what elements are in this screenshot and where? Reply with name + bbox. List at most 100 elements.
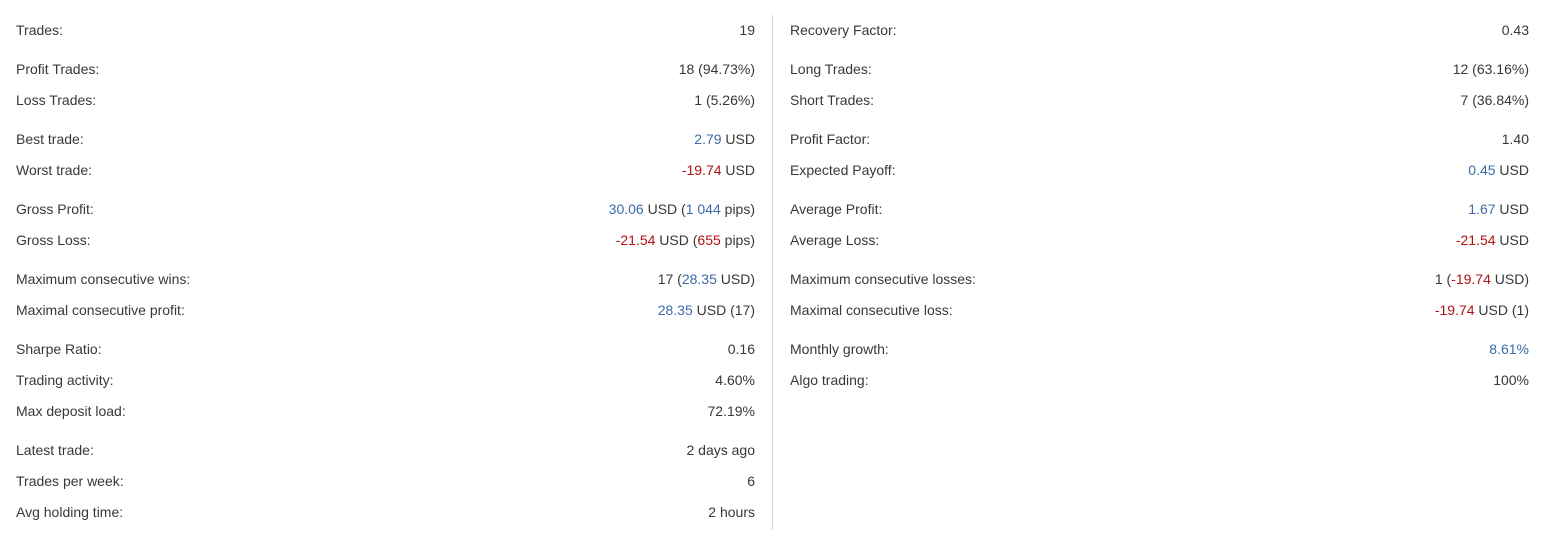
stat-row-avg-holding-time: Avg holding time: 2 hours bbox=[16, 497, 755, 528]
stat-value: 6 bbox=[747, 466, 755, 497]
stat-label: Short Trades: bbox=[790, 92, 875, 108]
stat-label: Monthly growth: bbox=[790, 341, 889, 357]
stat-value: 0.16 bbox=[728, 334, 755, 365]
stat-label: Profit Factor: bbox=[790, 131, 871, 147]
stats-column-left: Trades: 19 Profit Trades: 18 (94.73%) Loss T… bbox=[0, 15, 771, 528]
value-positive: 0.45 bbox=[1468, 162, 1496, 178]
value-positive: 28.35 bbox=[681, 271, 717, 287]
stat-value: 1 (5.26%) bbox=[694, 85, 755, 116]
value-positive: 1.67 bbox=[1468, 201, 1496, 217]
stat-label: Max deposit load: bbox=[16, 403, 126, 419]
stat-value: 28.35 USD (17) bbox=[658, 295, 755, 326]
stat-value: -21.54 USD bbox=[1456, 225, 1529, 256]
stat-label: Algo trading: bbox=[790, 372, 869, 388]
stat-value: -19.74 USD (1) bbox=[1435, 295, 1529, 326]
value-text: 2 days ago bbox=[686, 442, 756, 458]
value-negative: -19.74 bbox=[1451, 271, 1491, 287]
stat-group: Maximum consecutive losses: 1 (-19.74 USD… bbox=[790, 264, 1529, 326]
stat-value: 18 (94.73%) bbox=[679, 54, 755, 85]
stat-row-short-trades: Short Trades: 7 (36.84%) bbox=[790, 85, 1529, 116]
value-positive: 1 044 bbox=[685, 201, 721, 217]
stat-label: Latest trade: bbox=[16, 442, 94, 458]
stat-label: Long Trades: bbox=[790, 61, 872, 77]
stat-row-maximal-consecutive-loss: Maximal consecutive loss: -19.74 USD (1) bbox=[790, 295, 1529, 326]
value-text: 12 (63.16%) bbox=[1452, 61, 1529, 77]
stat-value: 2 hours bbox=[708, 497, 755, 528]
stat-row-profit-factor: Profit Factor: 1.40 bbox=[790, 124, 1529, 155]
stat-value: 12 (63.16%) bbox=[1453, 54, 1529, 85]
stat-label: Trading activity: bbox=[16, 372, 114, 388]
stat-group: Sharpe Ratio: 0.16 Trading activity: 4.60% M… bbox=[16, 334, 755, 427]
stat-value: 1 (-19.74 USD) bbox=[1435, 264, 1529, 295]
stat-label: Avg holding time: bbox=[16, 504, 124, 520]
stat-row-latest-trade: Latest trade: 2 days ago bbox=[16, 435, 755, 466]
stat-row-recovery-factor: Recovery Factor: 0.43 bbox=[790, 15, 1529, 46]
stat-value: 4.60% bbox=[715, 365, 755, 396]
value-negative: 655 bbox=[697, 232, 721, 248]
stat-value: 100% bbox=[1493, 365, 1529, 396]
stat-row-profit-trades: Profit Trades: 18 (94.73%) bbox=[16, 54, 755, 85]
stat-group: Maximum consecutive wins: 17 (28.35 USD) M… bbox=[16, 264, 755, 326]
stat-row-average-profit: Average Profit: 1.67 USD bbox=[790, 194, 1529, 225]
stat-row-trades-per-week: Trades per week: 6 bbox=[16, 466, 755, 497]
value-negative: -21.54 bbox=[1455, 232, 1496, 248]
value-text: 17 ( bbox=[657, 271, 682, 287]
value-text: 1 (5.26%) bbox=[694, 92, 755, 108]
stat-label: Recovery Factor: bbox=[790, 22, 897, 38]
stat-row-best-trade: Best trade: 2.79 USD bbox=[16, 124, 755, 155]
value-text: USD bbox=[1495, 162, 1529, 178]
value-text: USD ( bbox=[643, 201, 686, 217]
value-text: 0.16 bbox=[727, 341, 755, 357]
stat-value: 19 bbox=[739, 15, 755, 46]
stat-row-trading-activity: Trading activity: 4.60% bbox=[16, 365, 755, 396]
value-positive: 2.79 bbox=[694, 131, 722, 147]
stat-label: Maximum consecutive wins: bbox=[16, 271, 191, 287]
value-positive: 8.61% bbox=[1489, 341, 1529, 357]
stat-row-long-trades: Long Trades: 12 (63.16%) bbox=[790, 54, 1529, 85]
stat-group: Monthly growth: 8.61% Algo trading: 100% bbox=[790, 334, 1529, 396]
stat-label: Worst trade: bbox=[16, 162, 92, 178]
trading-statistics-panel: Trades: 19 Profit Trades: 18 (94.73%) Loss T… bbox=[0, 15, 1541, 530]
stat-label: Expected Payoff: bbox=[790, 162, 896, 178]
stat-group: Profit Factor: 1.40 Expected Payoff: 0.45 U… bbox=[790, 124, 1529, 186]
stat-group: Trades: 19 bbox=[16, 15, 755, 46]
stat-label: Average Loss: bbox=[790, 232, 880, 248]
value-text: USD) bbox=[1490, 271, 1529, 287]
stat-row-sharpe-ratio: Sharpe Ratio: 0.16 bbox=[16, 334, 755, 365]
stat-group: Profit Trades: 18 (94.73%) Loss Trades: 1 (… bbox=[16, 54, 755, 116]
stat-value: -21.54 USD (655 pips) bbox=[616, 225, 755, 256]
value-negative: -19.74 bbox=[1434, 302, 1475, 318]
stat-row-worst-trade: Worst trade: -19.74 USD bbox=[16, 155, 755, 186]
stat-label: Maximal consecutive profit: bbox=[16, 302, 185, 318]
stat-row-expected-payoff: Expected Payoff: 0.45 USD bbox=[790, 155, 1529, 186]
value-text: 6 bbox=[747, 473, 755, 489]
stats-column-right: Recovery Factor: 0.43 Long Trades: 12 (63.1… bbox=[771, 15, 1541, 528]
stat-label: Maximum consecutive losses: bbox=[790, 271, 976, 287]
stat-row-gross-loss: Gross Loss: -21.54 USD (655 pips) bbox=[16, 225, 755, 256]
value-text: 1 ( bbox=[1434, 271, 1452, 287]
stat-group: Latest trade: 2 days ago Trades per week: 6… bbox=[16, 435, 755, 528]
value-text: USD bbox=[721, 162, 755, 178]
stat-value: 1.67 USD bbox=[1468, 194, 1529, 225]
stat-group: Long Trades: 12 (63.16%) Short Trades: 7 (3… bbox=[790, 54, 1529, 116]
value-negative: -19.74 bbox=[681, 162, 722, 178]
value-negative: -21.54 bbox=[615, 232, 656, 248]
value-text: USD (1) bbox=[1474, 302, 1529, 318]
stat-label: Trades: bbox=[16, 22, 63, 38]
stat-row-algo-trading: Algo trading: 100% bbox=[790, 365, 1529, 396]
stat-label: Average Profit: bbox=[790, 201, 883, 217]
stat-label: Loss Trades: bbox=[16, 92, 97, 108]
stat-label: Best trade: bbox=[16, 131, 84, 147]
value-text: 1.40 bbox=[1501, 131, 1529, 147]
value-positive: 30.06 bbox=[608, 201, 644, 217]
stat-group: Recovery Factor: 0.43 bbox=[790, 15, 1529, 46]
stat-value: 0.43 bbox=[1502, 15, 1529, 46]
stat-group: Gross Profit: 30.06 USD (1 044 pips) Gross… bbox=[16, 194, 755, 256]
value-text: 19 bbox=[739, 22, 755, 38]
stat-value: 7 (36.84%) bbox=[1461, 85, 1529, 116]
stat-value: -19.74 USD bbox=[682, 155, 755, 186]
stat-label: Sharpe Ratio: bbox=[16, 341, 102, 357]
stat-label: Trades per week: bbox=[16, 473, 124, 489]
value-text: pips) bbox=[720, 232, 755, 248]
value-text: USD) bbox=[716, 271, 755, 287]
